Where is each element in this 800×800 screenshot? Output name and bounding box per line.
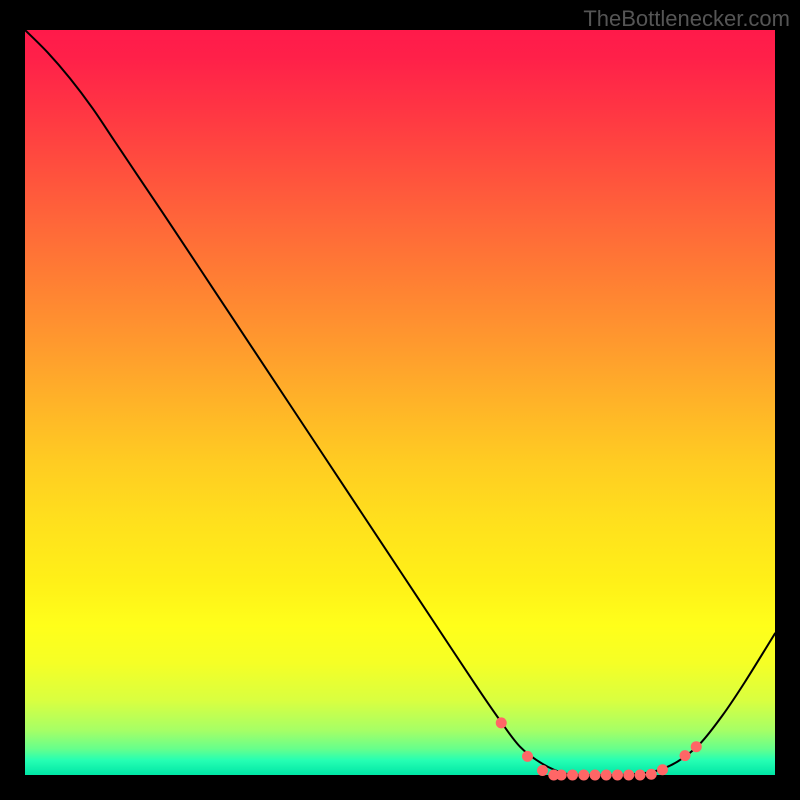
data-marker	[556, 770, 567, 781]
watermark-text: TheBottlenecker.com	[583, 6, 790, 32]
data-marker	[612, 770, 623, 781]
data-marker	[567, 770, 578, 781]
data-marker	[623, 770, 634, 781]
data-marker	[496, 717, 507, 728]
data-marker	[635, 770, 646, 781]
data-marker	[680, 750, 691, 761]
data-marker	[578, 770, 589, 781]
data-marker	[691, 741, 702, 752]
data-marker	[646, 769, 657, 780]
data-marker	[537, 765, 548, 776]
data-marker	[590, 770, 601, 781]
data-marker	[657, 764, 668, 775]
data-marker	[522, 751, 533, 762]
chart-container: TheBottlenecker.com	[0, 0, 800, 800]
plot-gradient	[25, 30, 775, 775]
bottleneck-chart	[0, 0, 800, 800]
data-marker	[601, 770, 612, 781]
